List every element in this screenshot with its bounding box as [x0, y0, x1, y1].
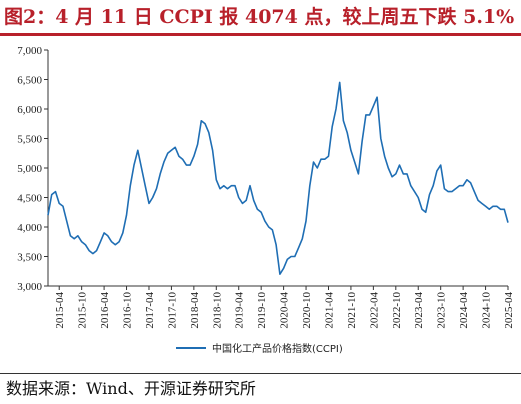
- y-tick-label: 7,000: [17, 45, 42, 57]
- x-tick-label: 2016-10: [122, 292, 134, 329]
- y-tick-label: 3,000: [17, 281, 42, 293]
- x-tick-label: 2017-04: [144, 292, 156, 329]
- y-tick-label: 5,000: [17, 163, 42, 175]
- figure-title: 图2：4 月 11 日 CCPI 报 4074 点，较上周五下跌 5.1%: [4, 6, 515, 28]
- y-tick-label: 6,500: [17, 75, 42, 87]
- y-tick-label: 4,000: [17, 222, 42, 234]
- title-rule: [0, 33, 521, 36]
- x-tick-label: 2016-04: [99, 292, 111, 329]
- x-tick-label: 2025-04: [503, 292, 515, 329]
- y-tick-label: 3,500: [17, 252, 42, 264]
- plot-area: [47, 81, 509, 275]
- legend: 中国化工产品价格指数(CCPI): [176, 342, 343, 355]
- x-tick-label: 2022-10: [391, 292, 403, 329]
- legend-label: 中国化工产品价格指数(CCPI): [212, 342, 343, 355]
- x-tick-label: 2023-10: [436, 292, 448, 329]
- x-axis: 2015-04 2015-10 2016-04 2016-10 2017-04 2017-…: [48, 285, 515, 329]
- y-tick-label: 6,000: [17, 104, 42, 116]
- x-tick-label: 2020-10: [301, 292, 313, 329]
- y-tick-label: 5,500: [17, 134, 42, 146]
- x-tick-label: 2015-04: [54, 292, 66, 329]
- x-tick-label: 2021-10: [346, 292, 358, 329]
- x-tick-label: 2023-04: [413, 292, 425, 329]
- y-axis: 3,000 3,500 4,000 4,500 5,000 5,500 6,000 6,500…: [17, 45, 49, 293]
- source-rule: [0, 373, 521, 374]
- x-tick-label: 2019-10: [256, 292, 268, 329]
- line-chart: 3,000 3,500 4,000 4,500 5,000 5,500 6,000 6,500…: [17, 45, 515, 355]
- x-tick-label: 2017-10: [166, 292, 178, 329]
- x-tick-label: 2018-04: [189, 292, 201, 329]
- x-tick-label: 2022-04: [368, 292, 380, 329]
- x-tick-label: 2020-04: [279, 292, 291, 329]
- source-note: 数据来源：Wind、开源证券研究所: [6, 379, 256, 398]
- series-line-ccpi: [47, 81, 509, 275]
- x-tick-label: 2015-10: [77, 292, 89, 329]
- x-tick-label: 2024-10: [481, 292, 493, 329]
- x-tick-label: 2021-04: [323, 292, 335, 329]
- x-tick-label: 2018-10: [211, 292, 223, 329]
- x-tick-label: 2019-04: [234, 292, 246, 329]
- x-tick-label: 2024-04: [458, 292, 470, 329]
- y-tick-label: 4,500: [17, 193, 42, 205]
